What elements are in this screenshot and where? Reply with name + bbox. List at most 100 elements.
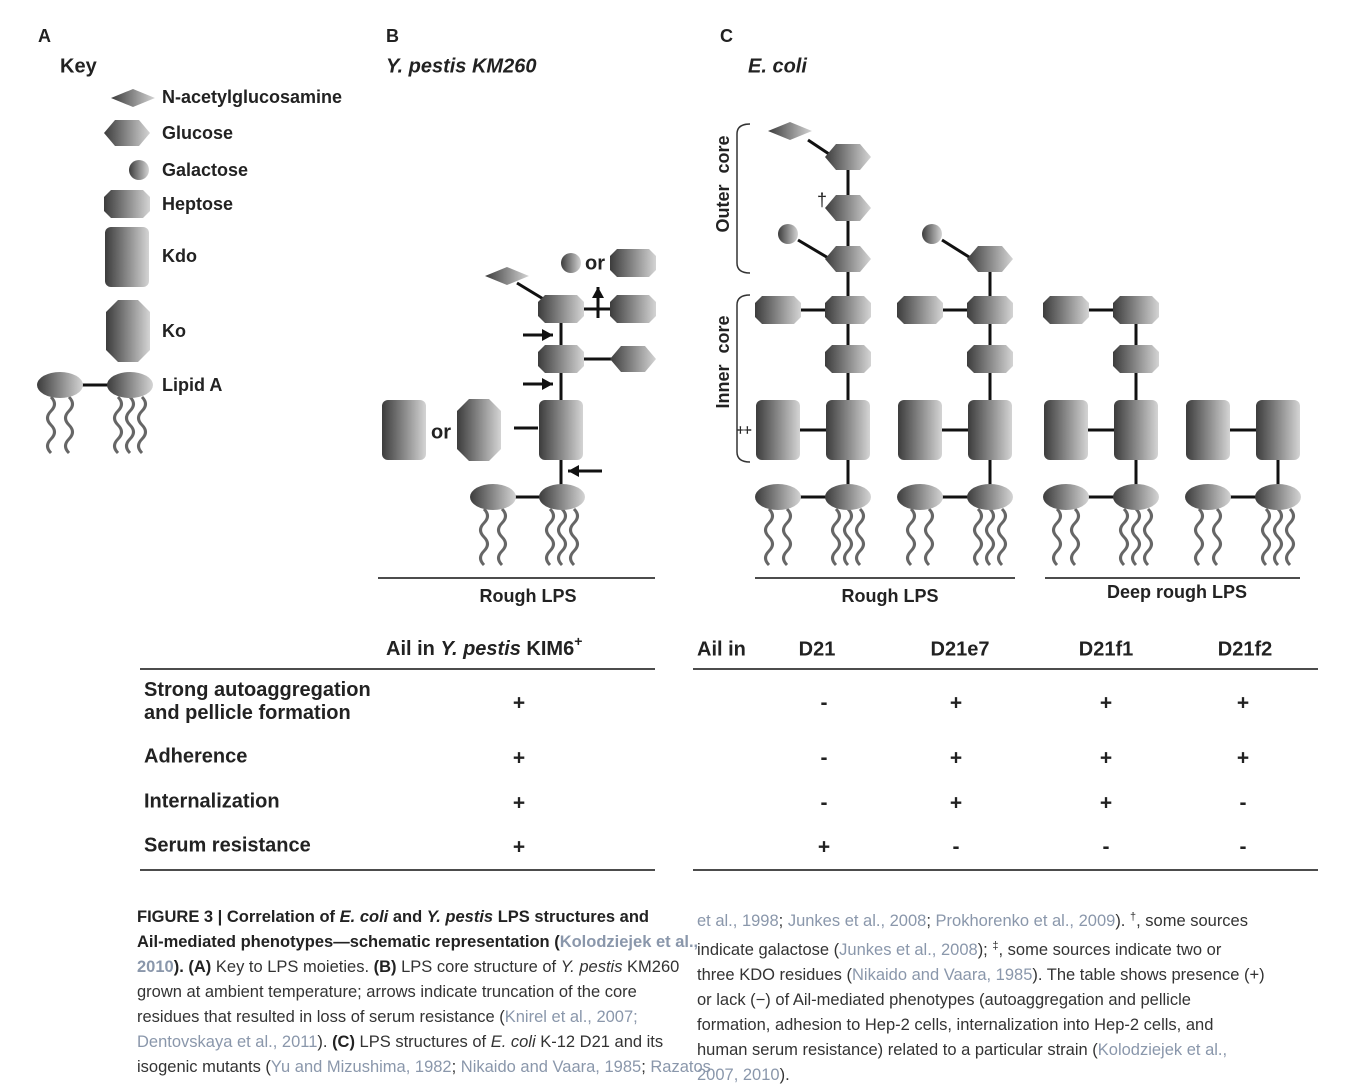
caption-text: ). (780, 1066, 790, 1084)
fatty-acid (975, 509, 982, 565)
heptose (1043, 296, 1089, 324)
fatty-acid (559, 509, 566, 565)
row-label: Internalization (144, 790, 280, 812)
bracket (737, 124, 750, 273)
row-label: and pellicle formation (144, 702, 351, 724)
caption-text: Yu and Mizushima, 1982 (271, 1058, 452, 1076)
fatty-acid (1275, 509, 1282, 565)
caption-line: 2010). (A) Key to LPS moieties. (B) LPS … (137, 955, 711, 980)
heptose (610, 249, 656, 277)
fatty-acid (1214, 509, 1221, 565)
caption-text: ; (926, 912, 935, 930)
fatty-acid (999, 509, 1006, 565)
table-header: D21f1 (1079, 638, 1133, 660)
glucose (967, 246, 1013, 272)
fatty-acid (499, 509, 506, 565)
n-acetylglucosamine (111, 89, 155, 107)
glucose (825, 144, 871, 170)
caption-line: Dentovskaya et al., 2011). (C) LPS struc… (137, 1030, 711, 1055)
arrow-head (542, 329, 553, 341)
galactose (561, 253, 581, 273)
caption-text: (C) (332, 1033, 355, 1051)
heptose (538, 345, 584, 373)
caption-text: et al., 1998 (697, 912, 779, 930)
fatty-acid (1054, 509, 1061, 565)
fatty-acid (857, 509, 864, 565)
panel-title: E. coli (748, 55, 807, 77)
table-header: D21f2 (1218, 638, 1272, 660)
caption-text: , some sources (1136, 912, 1248, 930)
lipid-a (825, 484, 871, 510)
caption-text: FIGURE 3 | Correlation of (137, 908, 340, 926)
fatty-acid (127, 397, 134, 453)
heptose (825, 296, 871, 324)
caption-text: E. coli (340, 908, 389, 926)
kdo (539, 400, 583, 460)
fatty-acid (1263, 509, 1270, 565)
fatty-acid (784, 509, 791, 565)
caption-text: LPS structures and (493, 908, 649, 926)
cell: + (513, 836, 525, 859)
caption-text: residues that resulted in loss of serum … (137, 1008, 505, 1026)
cell: + (513, 792, 525, 815)
panel-title: Y. pestis KM260 (386, 55, 536, 77)
ko (106, 300, 150, 362)
key-label: Ko (162, 321, 186, 341)
caption-line: formation, adhesion to Hep-2 cells, inte… (697, 1013, 1265, 1038)
heptose (755, 296, 801, 324)
kdo (105, 227, 149, 287)
kdo (1256, 400, 1300, 460)
bracket-label: Outer core (713, 135, 733, 232)
heptose (1113, 296, 1159, 324)
lipid-a (1185, 484, 1231, 510)
glucose (825, 195, 871, 221)
kdo (756, 400, 800, 460)
caption-text: indicate galactose ( (697, 941, 839, 959)
kdo (382, 400, 426, 460)
cell: - (1103, 836, 1110, 859)
caption-line: or lack (−) of Ail-mediated phenotypes (… (697, 988, 1265, 1013)
fatty-acid (1145, 509, 1152, 565)
table-header: Ail in (697, 638, 746, 660)
cell: + (950, 692, 962, 715)
fatty-acid (481, 509, 488, 565)
caption-text: Knirel et al., 2007; (505, 1008, 638, 1026)
glucose (610, 346, 656, 372)
caption-text: human serum resistance) related to a par… (697, 1041, 1098, 1059)
key-label: Lipid A (162, 375, 222, 395)
fatty-acid (833, 509, 840, 565)
fatty-acid (908, 509, 915, 565)
lipid-a (37, 372, 83, 398)
lipid-a (755, 484, 801, 510)
caption-line: isogenic mutants (Yu and Mizushima, 1982… (137, 1055, 711, 1080)
page: A B C Key N-acetylglucosamine Glucose Ga… (0, 0, 1356, 1084)
bond (517, 283, 545, 300)
caption-text: ; (452, 1058, 461, 1076)
fatty-acid (1287, 509, 1294, 565)
header-part: KIM6 (521, 638, 574, 660)
caption-text: formation, adhesion to Hep-2 cells, inte… (697, 1016, 1213, 1034)
caption-text: (B) (374, 958, 397, 976)
caption-text: E. coli (491, 1033, 536, 1051)
heptose (1113, 345, 1159, 373)
caption-text: 2010 (137, 958, 174, 976)
figure: A B C Key N-acetylglucosamine Glucose Ga… (0, 0, 1356, 900)
caption-text: ). The table shows presence (+) (1032, 966, 1264, 984)
ko (457, 399, 501, 461)
fatty-acid (48, 397, 55, 453)
table-header: D21e7 (931, 638, 990, 660)
heptose (825, 345, 871, 373)
lipid-a (1043, 484, 1089, 510)
galactose (129, 160, 149, 180)
kdo (1044, 400, 1088, 460)
heptose (104, 190, 150, 218)
heptose (538, 295, 584, 323)
fatty-acid (139, 397, 146, 453)
kdo (898, 400, 942, 460)
cell: + (1100, 792, 1112, 815)
key-label: N-acetylglucosamine (162, 87, 342, 107)
lipid-a (1255, 484, 1301, 510)
key-label: Heptose (162, 194, 233, 214)
caption-text: ). (1115, 912, 1130, 930)
cell: + (1237, 747, 1249, 770)
